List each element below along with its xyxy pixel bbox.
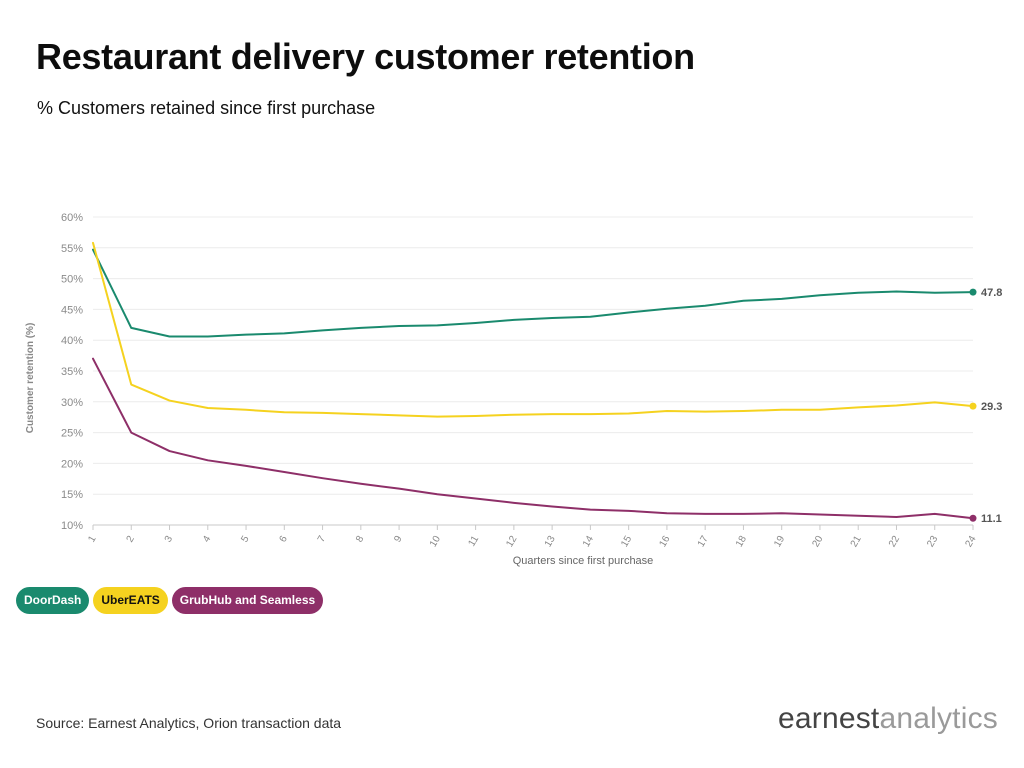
y-tick-label: 10% — [61, 520, 83, 532]
y-tick-label: 35% — [61, 366, 83, 378]
x-tick-label: 15 — [619, 534, 634, 550]
series-end-point-3 — [969, 514, 977, 522]
x-tick-label: 6 — [278, 534, 291, 545]
x-tick-label: 9 — [392, 534, 405, 545]
x-tick-label: 24 — [964, 534, 979, 550]
x-tick-label: 17 — [696, 534, 711, 550]
brand-logo: earnestanalytics — [778, 702, 998, 736]
series-line-3 — [92, 357, 974, 520]
x-tick-label: 18 — [734, 534, 749, 550]
x-axis-label: Quarters since first purchase — [513, 555, 654, 567]
x-tick-label: 14 — [581, 534, 596, 550]
legend-item-3[interactable]: GrubHub and Seamless — [171, 587, 324, 614]
source-note: Source: Earnest Analytics, Orion transac… — [36, 715, 342, 731]
x-tick-label: 2 — [125, 534, 138, 545]
x-tick-label: 16 — [657, 534, 672, 550]
legend-item-1[interactable]: DoorDash — [16, 587, 90, 614]
x-tick-label: 1 — [86, 534, 99, 545]
series-end-label-1: 47.8 — [981, 287, 1002, 299]
y-tick-label: 40% — [61, 335, 83, 347]
x-tick-label: 20 — [810, 534, 825, 550]
y-tick-label: 50% — [61, 274, 83, 286]
series-line-1 — [92, 248, 974, 338]
x-tick-label: 5 — [239, 534, 252, 545]
legend: DoorDash UberEATS GrubHub and Seamless — [16, 587, 324, 614]
chart-title: Restaurant delivery customer retention — [36, 36, 695, 77]
y-tick-label: 30% — [61, 397, 83, 409]
x-tick-label: 13 — [543, 534, 558, 550]
brand-logo-bold: earnest — [778, 702, 880, 735]
x-tick-label: 4 — [201, 534, 214, 545]
y-tick-label: 25% — [61, 428, 83, 440]
y-tick-label: 60% — [61, 212, 83, 224]
y-tick-label: 15% — [61, 489, 83, 501]
brand-logo-light: analytics — [879, 702, 998, 735]
y-tick-label: 55% — [61, 243, 83, 255]
x-tick-label: 21 — [849, 534, 864, 550]
x-tick-label: 8 — [354, 534, 367, 545]
x-tick-label: 10 — [428, 534, 443, 550]
series-line-2 — [92, 241, 974, 418]
x-tick-label: 12 — [504, 534, 519, 550]
x-tick-label: 7 — [316, 534, 329, 545]
legend-item-2[interactable]: UberEATS — [93, 587, 168, 614]
chart-subtitle: % Customers retained since first purchas… — [37, 98, 376, 118]
y-tick-label: 45% — [61, 304, 83, 316]
series-end-point-1 — [969, 288, 977, 296]
x-tick-label: 3 — [163, 534, 176, 545]
y-tick-label: 20% — [61, 458, 83, 470]
series-end-label-2: 29.3 — [981, 401, 1002, 413]
x-tick-label: 22 — [887, 534, 902, 550]
y-axis-label: Customer retention (%) — [25, 323, 36, 434]
x-tick-label: 19 — [772, 534, 787, 550]
x-tick-label: 23 — [925, 534, 940, 550]
x-tick-label: 11 — [466, 534, 481, 549]
series-end-label-3: 11.1 — [981, 513, 1002, 525]
series-end-point-2 — [969, 402, 977, 410]
